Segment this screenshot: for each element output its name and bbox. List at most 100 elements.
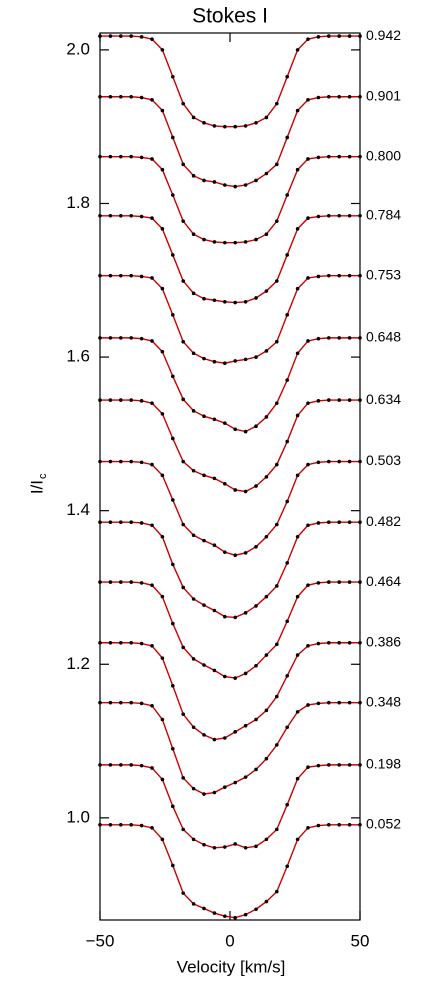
data-point [233,184,237,189]
data-point [327,273,331,278]
data-point [295,413,300,418]
data-point [285,439,290,444]
phase-label: 0.942 [366,27,401,43]
data-point [202,603,206,607]
data-point [181,339,185,344]
data-point [119,520,123,524]
data-point [171,135,175,140]
data-point [337,640,342,645]
data-point [181,585,185,590]
data-point [202,121,206,125]
profile-line [100,764,360,849]
data-point [108,822,113,827]
data-point [358,34,362,38]
data-point [275,743,279,747]
data-point [150,276,154,280]
data-point [223,845,227,849]
data-point [223,299,227,304]
data-point [327,336,331,340]
data-point [181,219,185,223]
data-point [347,700,352,705]
profile-line [100,337,360,433]
data-point [316,701,321,706]
data-point [160,594,165,599]
data-point [254,178,258,183]
profile-line [100,701,360,795]
data-point [129,154,133,159]
data-point [181,459,185,464]
phase-label: 0.648 [366,329,401,345]
data-point [108,700,113,705]
x-tick-label: 0 [225,931,234,950]
data-point [108,336,113,340]
data-point [358,459,362,464]
data-point [233,915,237,920]
data-point [223,674,227,679]
data-point [119,336,123,340]
data-point [139,214,144,219]
data-point [129,273,133,278]
data-point [347,34,352,38]
data-point [191,837,196,842]
data-point [358,336,362,340]
data-point [171,193,175,197]
data-point [223,736,227,740]
phase-label: 0.784 [366,206,401,222]
data-point [181,279,185,283]
data-point [119,273,123,278]
data-point [295,594,300,599]
data-point [139,581,144,585]
phase-label: 0.800 [366,147,401,163]
y-axis-label-subscript: c [37,473,49,479]
data-point [243,429,248,434]
data-point [337,336,342,340]
data-point [191,351,196,356]
data-point [327,398,331,402]
data-point [243,124,248,128]
y-tick-label: 2.0 [66,39,90,58]
data-point [275,889,279,894]
data-point [233,427,237,432]
data-point [275,462,279,467]
data-point [191,174,196,178]
profile-line [100,399,360,493]
data-point [254,604,258,608]
data-point [139,763,144,768]
data-point [150,583,154,587]
data-point [233,730,237,734]
data-point [212,846,217,850]
data-point [233,780,237,785]
phase-label: 0.052 [366,815,401,831]
data-point [119,398,123,402]
data-point [295,351,300,356]
data-point [160,227,165,231]
profile-line [100,642,360,741]
data-point [264,115,269,120]
data-point [264,534,269,539]
data-point [337,822,342,827]
data-point [337,763,342,767]
data-point [275,827,279,832]
data-point [191,115,196,120]
data-point [295,837,300,842]
data-point [171,74,175,79]
data-point [327,213,331,218]
data-point [129,94,133,99]
data-point [191,409,196,413]
data-point [285,673,290,678]
data-point [171,621,175,626]
data-point [358,640,362,645]
data-point [327,520,331,524]
data-point [306,644,310,648]
data-point [358,700,362,705]
data-point [160,534,165,539]
data-point [98,640,102,645]
data-point [108,398,113,402]
data-point [243,775,248,779]
phase-label: 0.464 [366,573,401,589]
data-point [191,533,196,538]
data-point [160,48,165,52]
data-point [108,640,113,645]
data-point [119,580,123,584]
data-point [171,498,175,502]
